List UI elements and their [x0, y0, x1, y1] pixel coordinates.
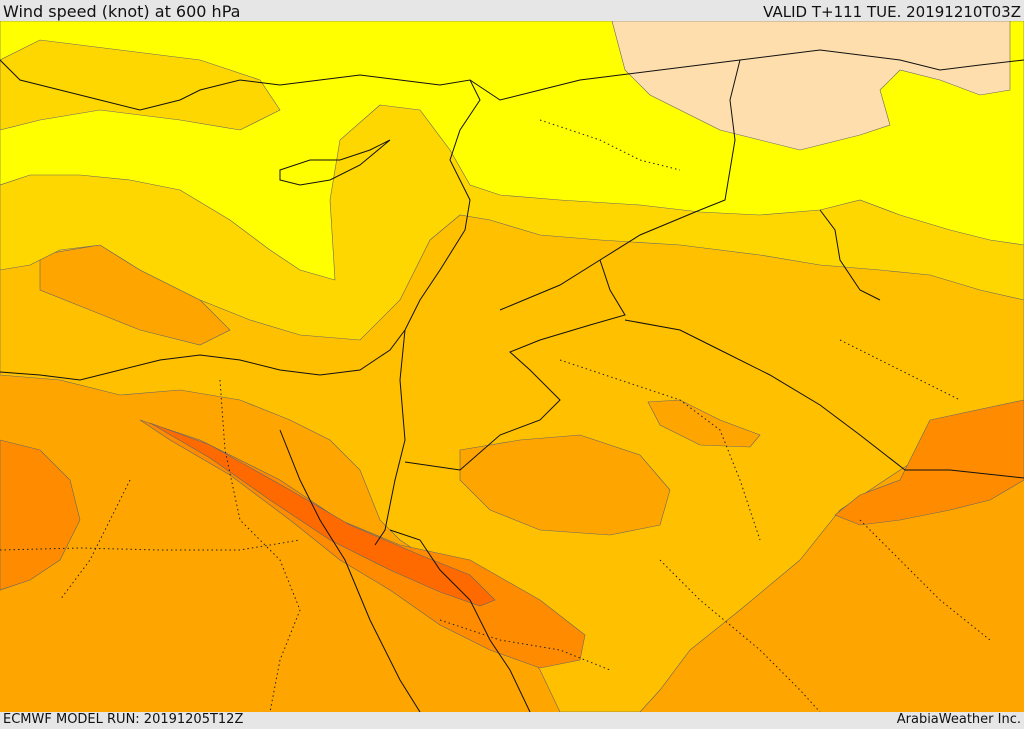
admin-borders — [0, 119, 991, 712]
map-title: Wind speed (knot) at 600 hPa — [3, 2, 241, 21]
band-dark-orange-west — [0, 439, 81, 591]
patch-orange-south — [459, 434, 671, 536]
footer-bar: ECMWF MODEL RUN: 20191205T12Z ArabiaWeat… — [0, 712, 1024, 729]
pocket-gold-west — [0, 39, 281, 131]
header-bar: Wind speed (knot) at 600 hPa VALID T+111… — [0, 0, 1024, 21]
band-orange-east — [834, 399, 1024, 526]
patch-orange-center — [647, 399, 761, 448]
map-canvas — [0, 21, 1024, 712]
model-run-label: ECMWF MODEL RUN: 20191205T12Z — [3, 712, 244, 727]
coastlines — [0, 49, 1024, 712]
jet-core — [149, 422, 496, 607]
wind-speed-map — [0, 21, 1024, 712]
band-cream — [611, 21, 1011, 151]
credit-label: ArabiaWeather Inc. — [896, 712, 1021, 727]
valid-time: VALID T+111 TUE. 20191210T03Z — [763, 3, 1021, 21]
